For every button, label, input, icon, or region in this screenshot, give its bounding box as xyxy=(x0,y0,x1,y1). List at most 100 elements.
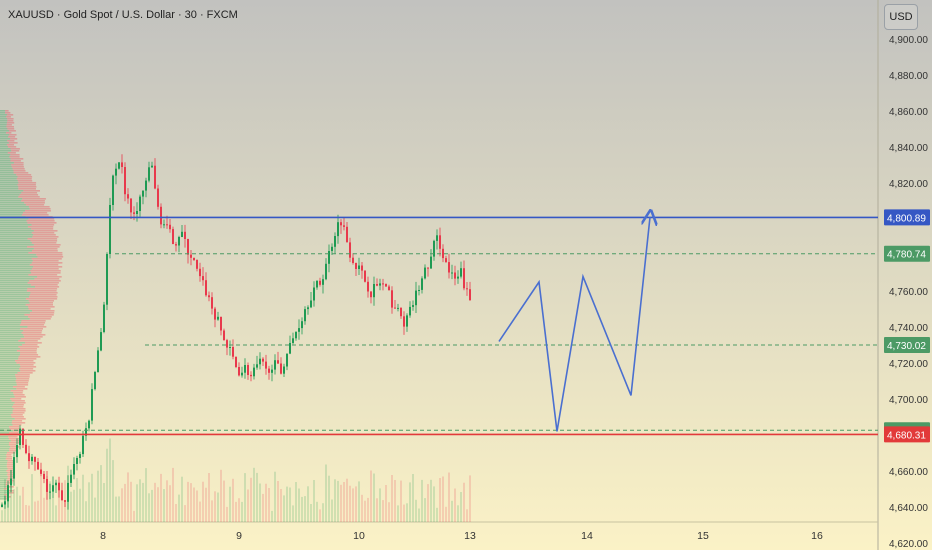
volume-profile-bar-down xyxy=(27,288,58,290)
volume-bar xyxy=(34,501,36,522)
projection-path[interactable] xyxy=(498,217,650,432)
volume-profile-bar-down xyxy=(6,456,13,458)
candle-body xyxy=(457,276,459,279)
candle-body xyxy=(379,283,381,286)
volume-bar xyxy=(352,488,354,522)
volume-bar xyxy=(271,510,273,522)
candle-body xyxy=(388,286,390,291)
volume-profile-bar-down xyxy=(6,474,14,476)
volume-profile-bar-up xyxy=(0,206,29,208)
symbol-title[interactable]: XAUUSD · Gold Spot / U.S. Dollar · 30 · … xyxy=(8,9,238,21)
candle-body xyxy=(130,198,132,213)
volume-profile-bar-down xyxy=(6,124,12,126)
volume-profile-bar-down xyxy=(7,462,15,464)
volume-profile-bar-down xyxy=(16,362,36,364)
volume-bar xyxy=(469,475,471,522)
volume-bar xyxy=(106,448,108,522)
volume-profile-bar-up xyxy=(0,162,14,164)
volume-profile-bar-down xyxy=(20,328,43,330)
candle-body xyxy=(154,165,156,189)
volume-profile-bar-up xyxy=(0,222,28,224)
volume-profile-bar-up xyxy=(0,492,7,494)
candle-body xyxy=(454,272,456,279)
candle-body xyxy=(106,254,108,305)
volume-profile-bar-down xyxy=(18,186,37,188)
volume-profile-bar-down xyxy=(11,416,24,418)
price-tick-label: 4,880.00 xyxy=(889,71,928,82)
volume-profile-bar-up xyxy=(0,190,24,192)
volume-profile-bar-up xyxy=(0,430,14,432)
volume-profile-bar-down xyxy=(9,448,17,450)
volume-profile-bar-up xyxy=(0,456,7,458)
volume-profile-bar-down xyxy=(16,350,37,352)
time-axis[interactable]: 8 9 10 13 14 15 16 xyxy=(100,530,823,542)
candle-body xyxy=(13,457,15,479)
volume-profile-bar-up xyxy=(0,312,30,314)
volume-profile-bar-down xyxy=(31,232,55,234)
volume-bar xyxy=(457,505,459,522)
candle-body xyxy=(274,360,276,370)
volume-profile-bar-down xyxy=(26,290,57,292)
candle-body xyxy=(397,307,399,309)
candle-body xyxy=(406,315,408,327)
candle-body xyxy=(280,363,282,374)
candle-body xyxy=(241,372,243,376)
currency-button[interactable]: USD xyxy=(884,4,918,30)
volume-profile-bar-up xyxy=(0,342,25,344)
volume-bar xyxy=(217,492,219,522)
volume-profile-bar-up xyxy=(0,296,29,298)
volume-bar xyxy=(139,479,141,522)
volume-profile-bar-up xyxy=(0,240,31,242)
candle-body xyxy=(226,340,228,348)
volume-bar xyxy=(397,505,399,522)
volume-profile-bar-up xyxy=(0,232,32,234)
volume-bar xyxy=(460,492,462,522)
volume-bar xyxy=(376,498,378,522)
candle-body xyxy=(61,490,63,501)
candle-body xyxy=(418,290,420,291)
volume-bar xyxy=(364,500,366,522)
volume-profile-bar-down xyxy=(12,168,25,170)
volume-profile-bar-up xyxy=(0,356,19,358)
volume-bar xyxy=(196,490,198,522)
candle-body xyxy=(439,235,441,249)
volume-bar xyxy=(40,476,42,522)
volume-profile-bar-down xyxy=(8,146,17,148)
volume-profile-bar-down xyxy=(26,220,55,222)
volume-bar xyxy=(343,482,345,522)
volume-profile-bar-down xyxy=(6,470,14,472)
volume-profile-bar-up xyxy=(0,154,11,156)
volume-profile-bar-up xyxy=(0,112,5,114)
volume-profile-bar-up xyxy=(0,212,23,214)
candle-body xyxy=(337,222,339,237)
volume-profile-bar-down xyxy=(6,122,15,124)
volume-bar xyxy=(70,491,72,522)
volume-bar xyxy=(97,470,99,522)
volume-profile-bar-up xyxy=(0,490,8,492)
volume-bar xyxy=(133,510,135,522)
volume-profile-bar-up xyxy=(0,354,20,356)
volume-profile-bar-up xyxy=(0,496,6,498)
volume-profile-bar-down xyxy=(21,320,46,322)
volume-profile-bar-down xyxy=(33,266,63,268)
candle-body xyxy=(403,316,405,327)
volume-bar xyxy=(304,496,306,522)
volume-bar xyxy=(289,487,291,522)
volume-bar xyxy=(112,460,114,522)
candle-body xyxy=(79,454,81,458)
volume-profile-bar-up xyxy=(0,420,13,422)
volume-profile-bar-up xyxy=(0,404,14,406)
volume-profile-bar-down xyxy=(4,494,10,496)
volume-profile-bar-up xyxy=(0,452,8,454)
candle-body xyxy=(265,361,267,369)
candle-body xyxy=(160,206,162,225)
volume-profile-bar-down xyxy=(17,176,33,178)
candle-body xyxy=(139,196,141,211)
candle-body xyxy=(55,482,57,486)
price-axis[interactable]: 4,900.00 4,880.00 4,860.00 4,840.00 4,820.00… xyxy=(884,35,930,550)
volume-bar xyxy=(49,481,51,522)
volume-bar xyxy=(319,509,321,522)
volume-profile-bar-up xyxy=(0,266,34,268)
